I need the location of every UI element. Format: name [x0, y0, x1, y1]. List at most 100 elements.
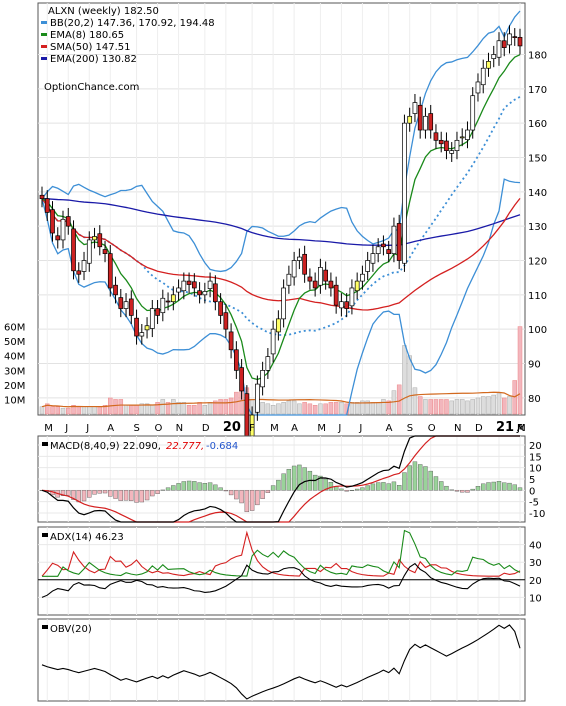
volume-bar [102, 405, 108, 415]
macd-histogram-bar [344, 490, 349, 492]
macd-tick-label: -5 [529, 498, 539, 509]
macd-histogram-bar [291, 465, 297, 491]
macd-histogram-bar [213, 484, 218, 491]
candle-body [475, 81, 481, 94]
volume-bar [354, 402, 360, 415]
macd-histogram-bar [496, 481, 502, 491]
volume-bar [396, 384, 402, 415]
volume-bar [444, 399, 449, 415]
volume-bar [176, 402, 181, 415]
candle-body [491, 54, 497, 59]
candle-body [428, 113, 434, 131]
volume-bar [97, 406, 103, 415]
candle-body [302, 253, 307, 275]
candle-body [202, 291, 208, 296]
x-tick-label: S [407, 423, 413, 434]
macd-histogram-bar [428, 470, 433, 491]
macd-histogram-bar [160, 489, 166, 491]
macd-histogram-bar [502, 482, 507, 491]
candle-body [107, 253, 113, 289]
macd-histogram-bar [460, 490, 465, 493]
candle-body [328, 280, 334, 289]
macd-histogram-bar [223, 490, 229, 492]
volume-bar [459, 399, 465, 415]
volume-bar [365, 400, 370, 415]
candle-body [438, 139, 444, 145]
candle-body [402, 122, 407, 264]
candle-body [234, 349, 239, 371]
volume-bar [207, 402, 213, 415]
volume-bar [39, 406, 45, 415]
candle-body [170, 294, 176, 303]
ema8-line [41, 54, 521, 381]
macd-histogram-bar [202, 483, 208, 491]
macd-histogram-bar [475, 486, 481, 491]
volume-bar [465, 400, 470, 415]
candle-body [134, 317, 139, 337]
macd-histogram-bar [165, 487, 171, 491]
candle-body [412, 102, 418, 114]
macd-histogram-bar [318, 475, 323, 491]
candle-body [396, 223, 402, 261]
volume-bar [318, 403, 323, 415]
macd-histogram-bar [176, 483, 181, 491]
macd-histogram-bar [129, 490, 134, 501]
volume-bar [134, 405, 139, 415]
macd-histogram-bar [139, 490, 145, 503]
volume-bar [517, 326, 523, 415]
candle-body [176, 287, 181, 293]
adx-line [41, 562, 521, 598]
obv-line [41, 624, 521, 700]
macd-histogram-bar [71, 490, 76, 500]
candle-body [186, 280, 192, 285]
volume-bar [160, 399, 166, 415]
price-tick-label: 160 [528, 119, 547, 130]
volume-bar [123, 405, 129, 415]
volume-bar [202, 405, 208, 415]
candle-body [344, 301, 350, 309]
macd-histogram-bar [192, 481, 197, 491]
price-tick-label: 100 [528, 325, 547, 336]
macd-histogram-bar [171, 485, 176, 491]
volume-bar [417, 396, 423, 415]
macd-signal-value: -0.684 [206, 441, 238, 452]
candle-body [71, 228, 76, 272]
macd-histogram-bar [339, 488, 344, 491]
macd-histogram-bar [417, 464, 423, 491]
x-tick-label: F [249, 423, 255, 434]
macd-histogram-bar [312, 474, 318, 491]
legend-label: EMA(8) 180.65 [50, 30, 124, 41]
volume-bar [197, 402, 202, 415]
candle-body [92, 236, 97, 241]
macd-tick-label: 15 [529, 452, 542, 463]
macd-histogram-bar [218, 487, 223, 491]
x-tick-label: M [317, 423, 326, 434]
macd-histogram-bar [517, 487, 523, 491]
x-tick-label: A [517, 423, 524, 434]
price-tick-label: 170 [528, 85, 547, 96]
candle-body [86, 239, 92, 264]
price-tick-label: 140 [528, 188, 547, 199]
x-tick-label: 20 [223, 420, 241, 435]
macd-histogram-bar [118, 490, 123, 501]
volume-bar [155, 402, 160, 415]
macd-histogram-bar [102, 490, 108, 494]
volume-bar [507, 396, 512, 415]
price-tick-label: 130 [528, 222, 547, 233]
volume-bar [113, 399, 118, 415]
candle-body [417, 104, 423, 131]
macd-histogram-bar [433, 476, 439, 491]
volume-bar [286, 400, 292, 415]
volume-bar [323, 403, 328, 415]
price-tick-label: 110 [528, 291, 547, 302]
bb-lower-line [41, 178, 521, 416]
volume-bar [449, 400, 454, 415]
volume-bar [270, 405, 276, 415]
candle-body [50, 209, 55, 234]
candle-body [318, 267, 323, 286]
volume-bar [171, 399, 176, 415]
macd-histogram-bar [412, 461, 418, 491]
macd-histogram-bar [444, 485, 449, 491]
